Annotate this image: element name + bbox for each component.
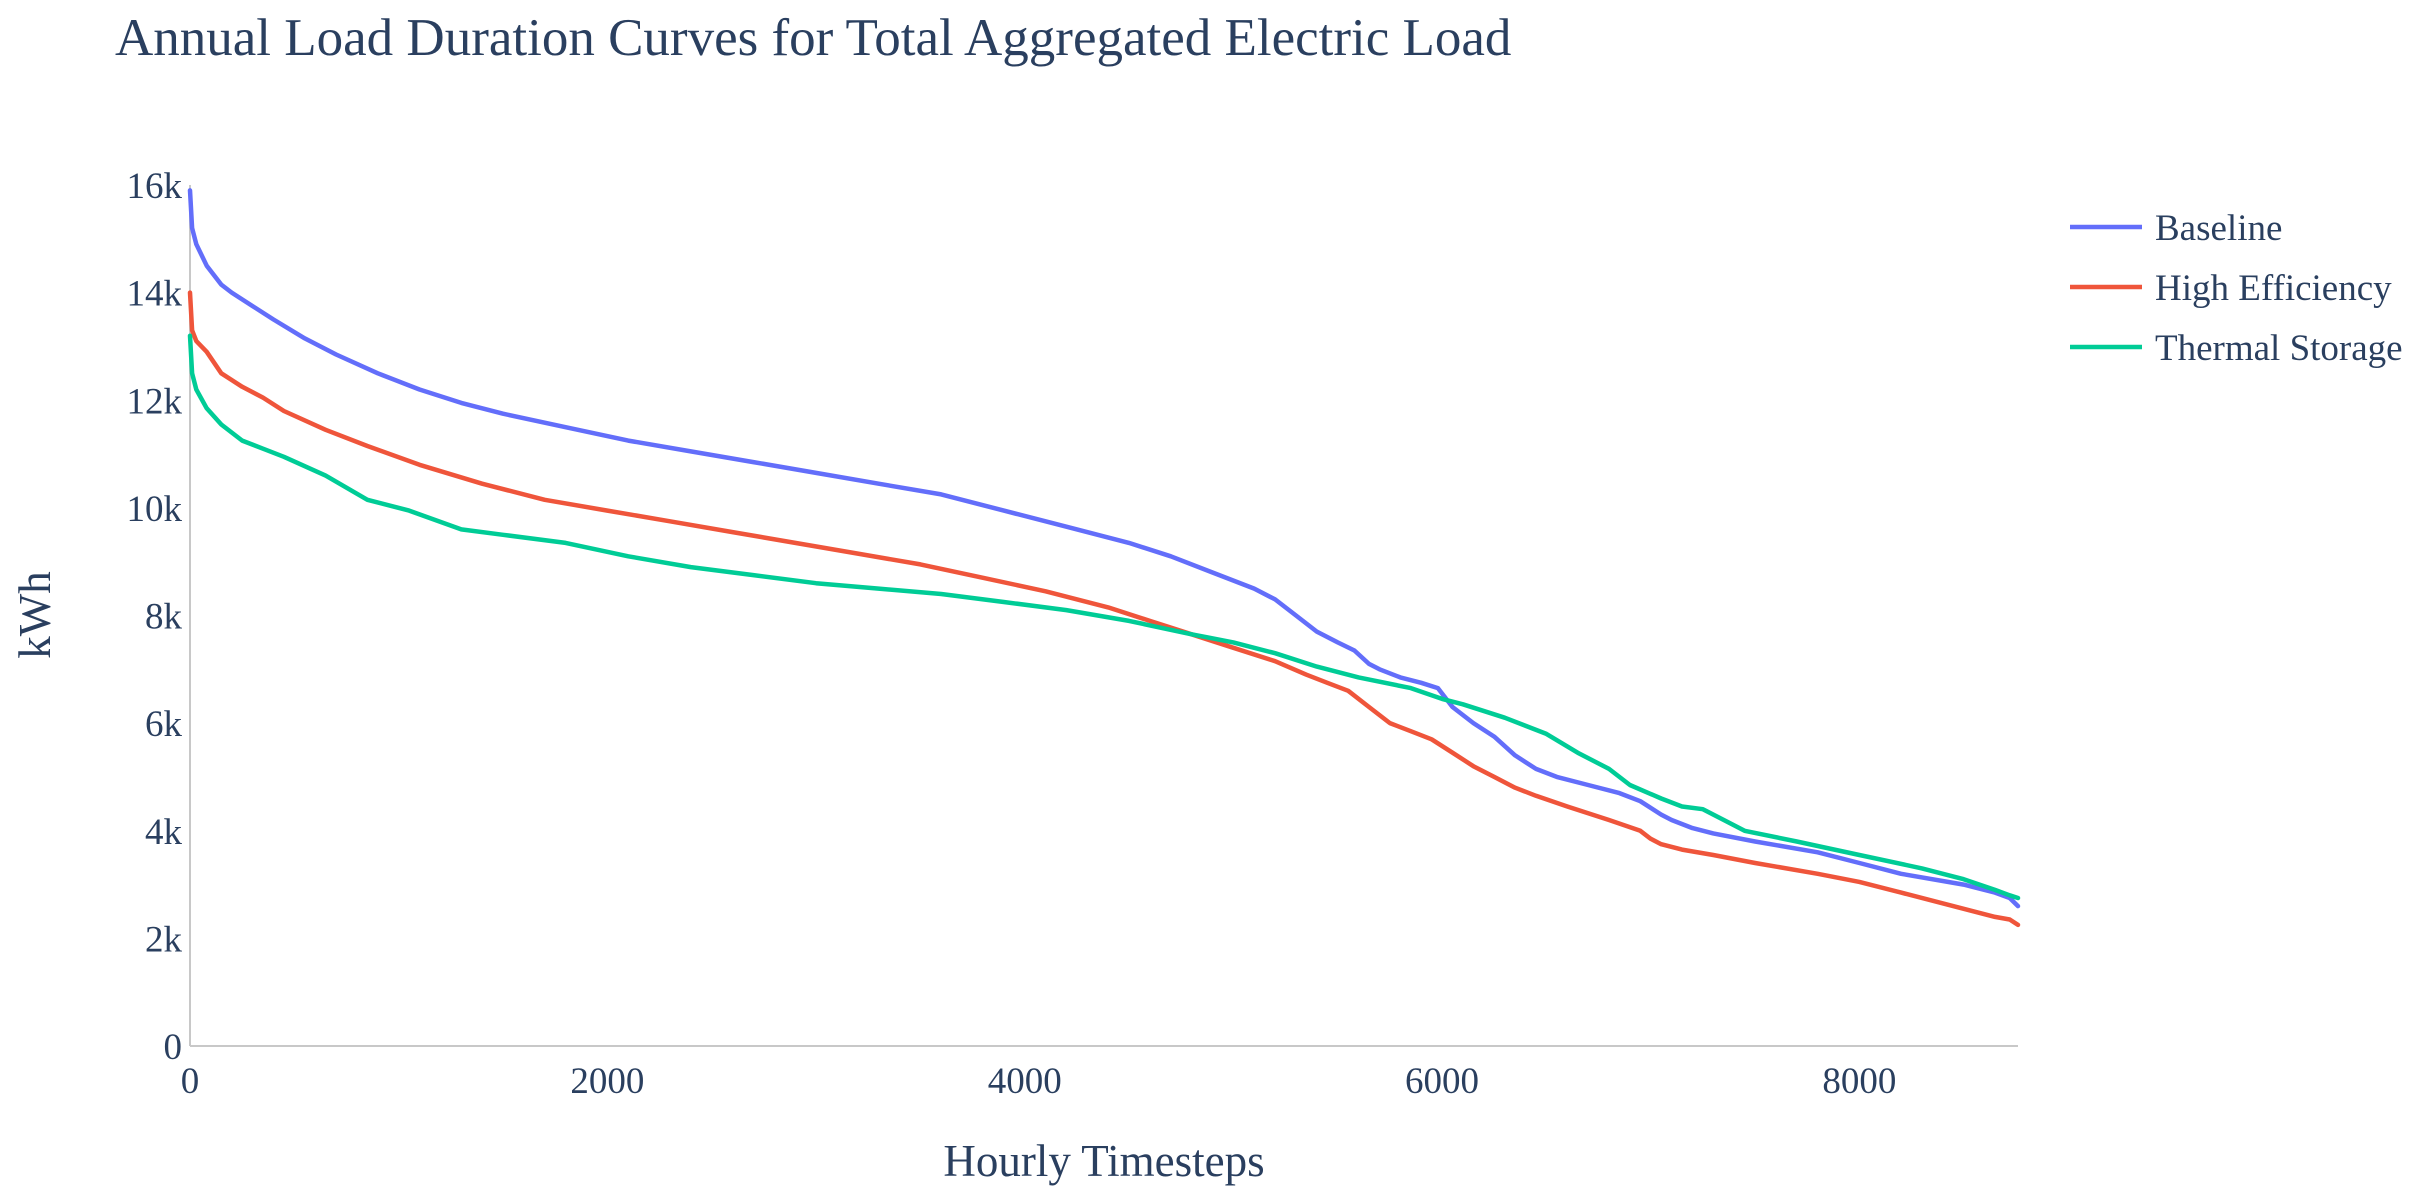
series-line-high-efficiency [187,290,2021,928]
chart-title: Annual Load Duration Curves for Total Ag… [115,9,1511,67]
legend-label: High Efficiency [2155,268,2392,309]
y-tick-label: 14k [127,274,183,315]
y-tick-label: 4k [145,812,183,853]
x-tick-label: 0 [181,1061,200,1102]
x-tick-label: 2000 [570,1061,644,1102]
y-tick-label: 6k [145,704,183,745]
x-tick-label: 4000 [988,1061,1062,1102]
y-tick-label: 10k [127,489,183,530]
x-tick-label: 6000 [1405,1061,1479,1102]
y-tick-label: 8k [145,597,183,638]
y-tick-label: 2k [145,919,183,960]
legend-item-baseline[interactable]: Baseline [2070,208,2282,249]
plot-area [187,185,2021,1047]
legend-item-thermal-storage[interactable]: Thermal Storage [2070,328,2403,369]
x-axis-title: Hourly Timesteps [943,1136,1264,1186]
x-tick-label: 8000 [1822,1061,1896,1102]
series-line-thermal-storage [187,333,2021,901]
series-line-baseline [187,188,2021,909]
y-tick-label: 0 [164,1027,183,1068]
y-tick-label: 12k [127,381,183,422]
y-tick-label: 16k [127,166,183,207]
series-layer [187,188,2021,928]
y-axis-title: kWh [10,571,60,658]
legend-label: Thermal Storage [2155,328,2403,369]
y-axis-ticks: 0 2k 4k 6k 8k 10k 12k 14k 16k [127,166,183,1068]
x-axis-ticks: 0 2000 4000 6000 8000 [181,1061,1897,1102]
legend-label: Baseline [2155,208,2282,249]
legend: Baseline High Efficiency Thermal Storage [2070,208,2403,369]
legend-item-high-efficiency[interactable]: High Efficiency [2070,268,2392,309]
